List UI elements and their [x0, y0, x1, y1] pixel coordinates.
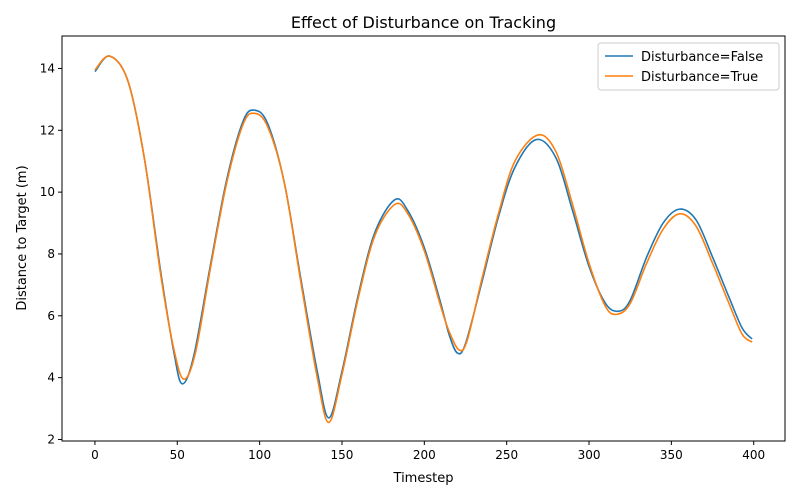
series-layer — [94, 55, 753, 424]
x-tick-label: 300 — [578, 448, 601, 462]
axes-frame — [61, 35, 786, 442]
y-tick-label: 4 — [47, 371, 55, 385]
legend: Disturbance=False Disturbance=True — [597, 42, 780, 91]
x-tick-label: 150 — [331, 448, 354, 462]
x-tick-label: 350 — [660, 448, 683, 462]
x-tick-label: 100 — [248, 448, 271, 462]
x-tick-label: 200 — [413, 448, 436, 462]
x-axis-label: Timestep — [393, 471, 454, 486]
y-tick-label: 8 — [47, 247, 55, 261]
chart-title: Effect of Disturbance on Tracking — [291, 13, 556, 32]
x-axis-ticks: 0 50 100 150 200 250 300 350 400 — [91, 441, 765, 462]
legend-label-disturbance-true: Disturbance=True — [641, 70, 758, 85]
y-tick-label: 6 — [47, 309, 55, 323]
x-tick-label: 50 — [170, 448, 185, 462]
plot-area — [61, 35, 786, 442]
series-line-disturbance-false — [94, 55, 753, 419]
series-line-disturbance-true — [94, 55, 753, 424]
y-tick-label: 10 — [40, 185, 55, 199]
y-axis-label: Distance to Target (m) — [15, 165, 30, 310]
legend-label-disturbance-false: Disturbance=False — [641, 50, 763, 65]
y-tick-label: 12 — [40, 123, 55, 137]
x-tick-label: 0 — [91, 448, 99, 462]
x-tick-label: 250 — [495, 448, 518, 462]
x-tick-label: 400 — [742, 448, 765, 462]
y-tick-label: 14 — [40, 61, 55, 75]
y-axis-ticks: 2 4 6 8 10 12 14 — [40, 61, 62, 446]
y-tick-label: 2 — [47, 432, 55, 446]
legend-box — [597, 42, 780, 91]
